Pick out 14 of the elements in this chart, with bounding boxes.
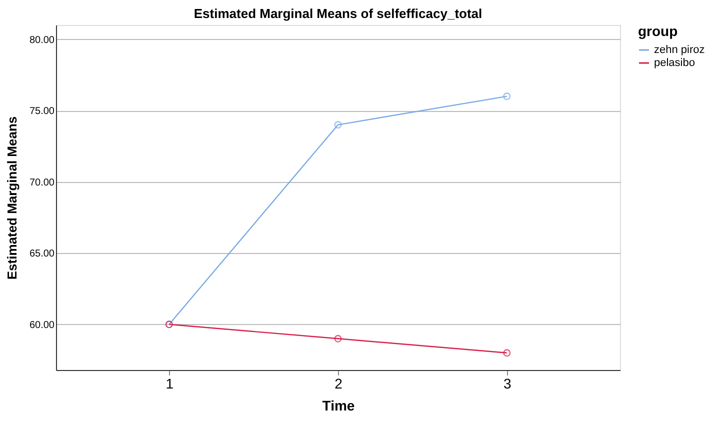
y-tick-label: 60.00 [29,320,55,331]
legend-title: group [638,23,678,39]
chart-title: Estimated Marginal Means of selfefficacy_total [194,6,482,21]
y-tick-label: 65.00 [29,248,55,260]
y-tick-label: 80.00 [29,34,55,46]
x-tick-label: 2 [334,376,343,392]
x-axis-title: Time [322,398,355,414]
legend-label: zehn piroz [654,44,705,56]
x-tick-label: 1 [166,376,174,392]
y-axis-title: Estimated Marginal Means [4,116,20,280]
legend-label: pelasibo [654,57,695,69]
y-tick-label: 75.00 [29,106,55,118]
y-tick-label: 70.00 [29,177,55,188]
x-tick-label: 3 [503,376,512,392]
